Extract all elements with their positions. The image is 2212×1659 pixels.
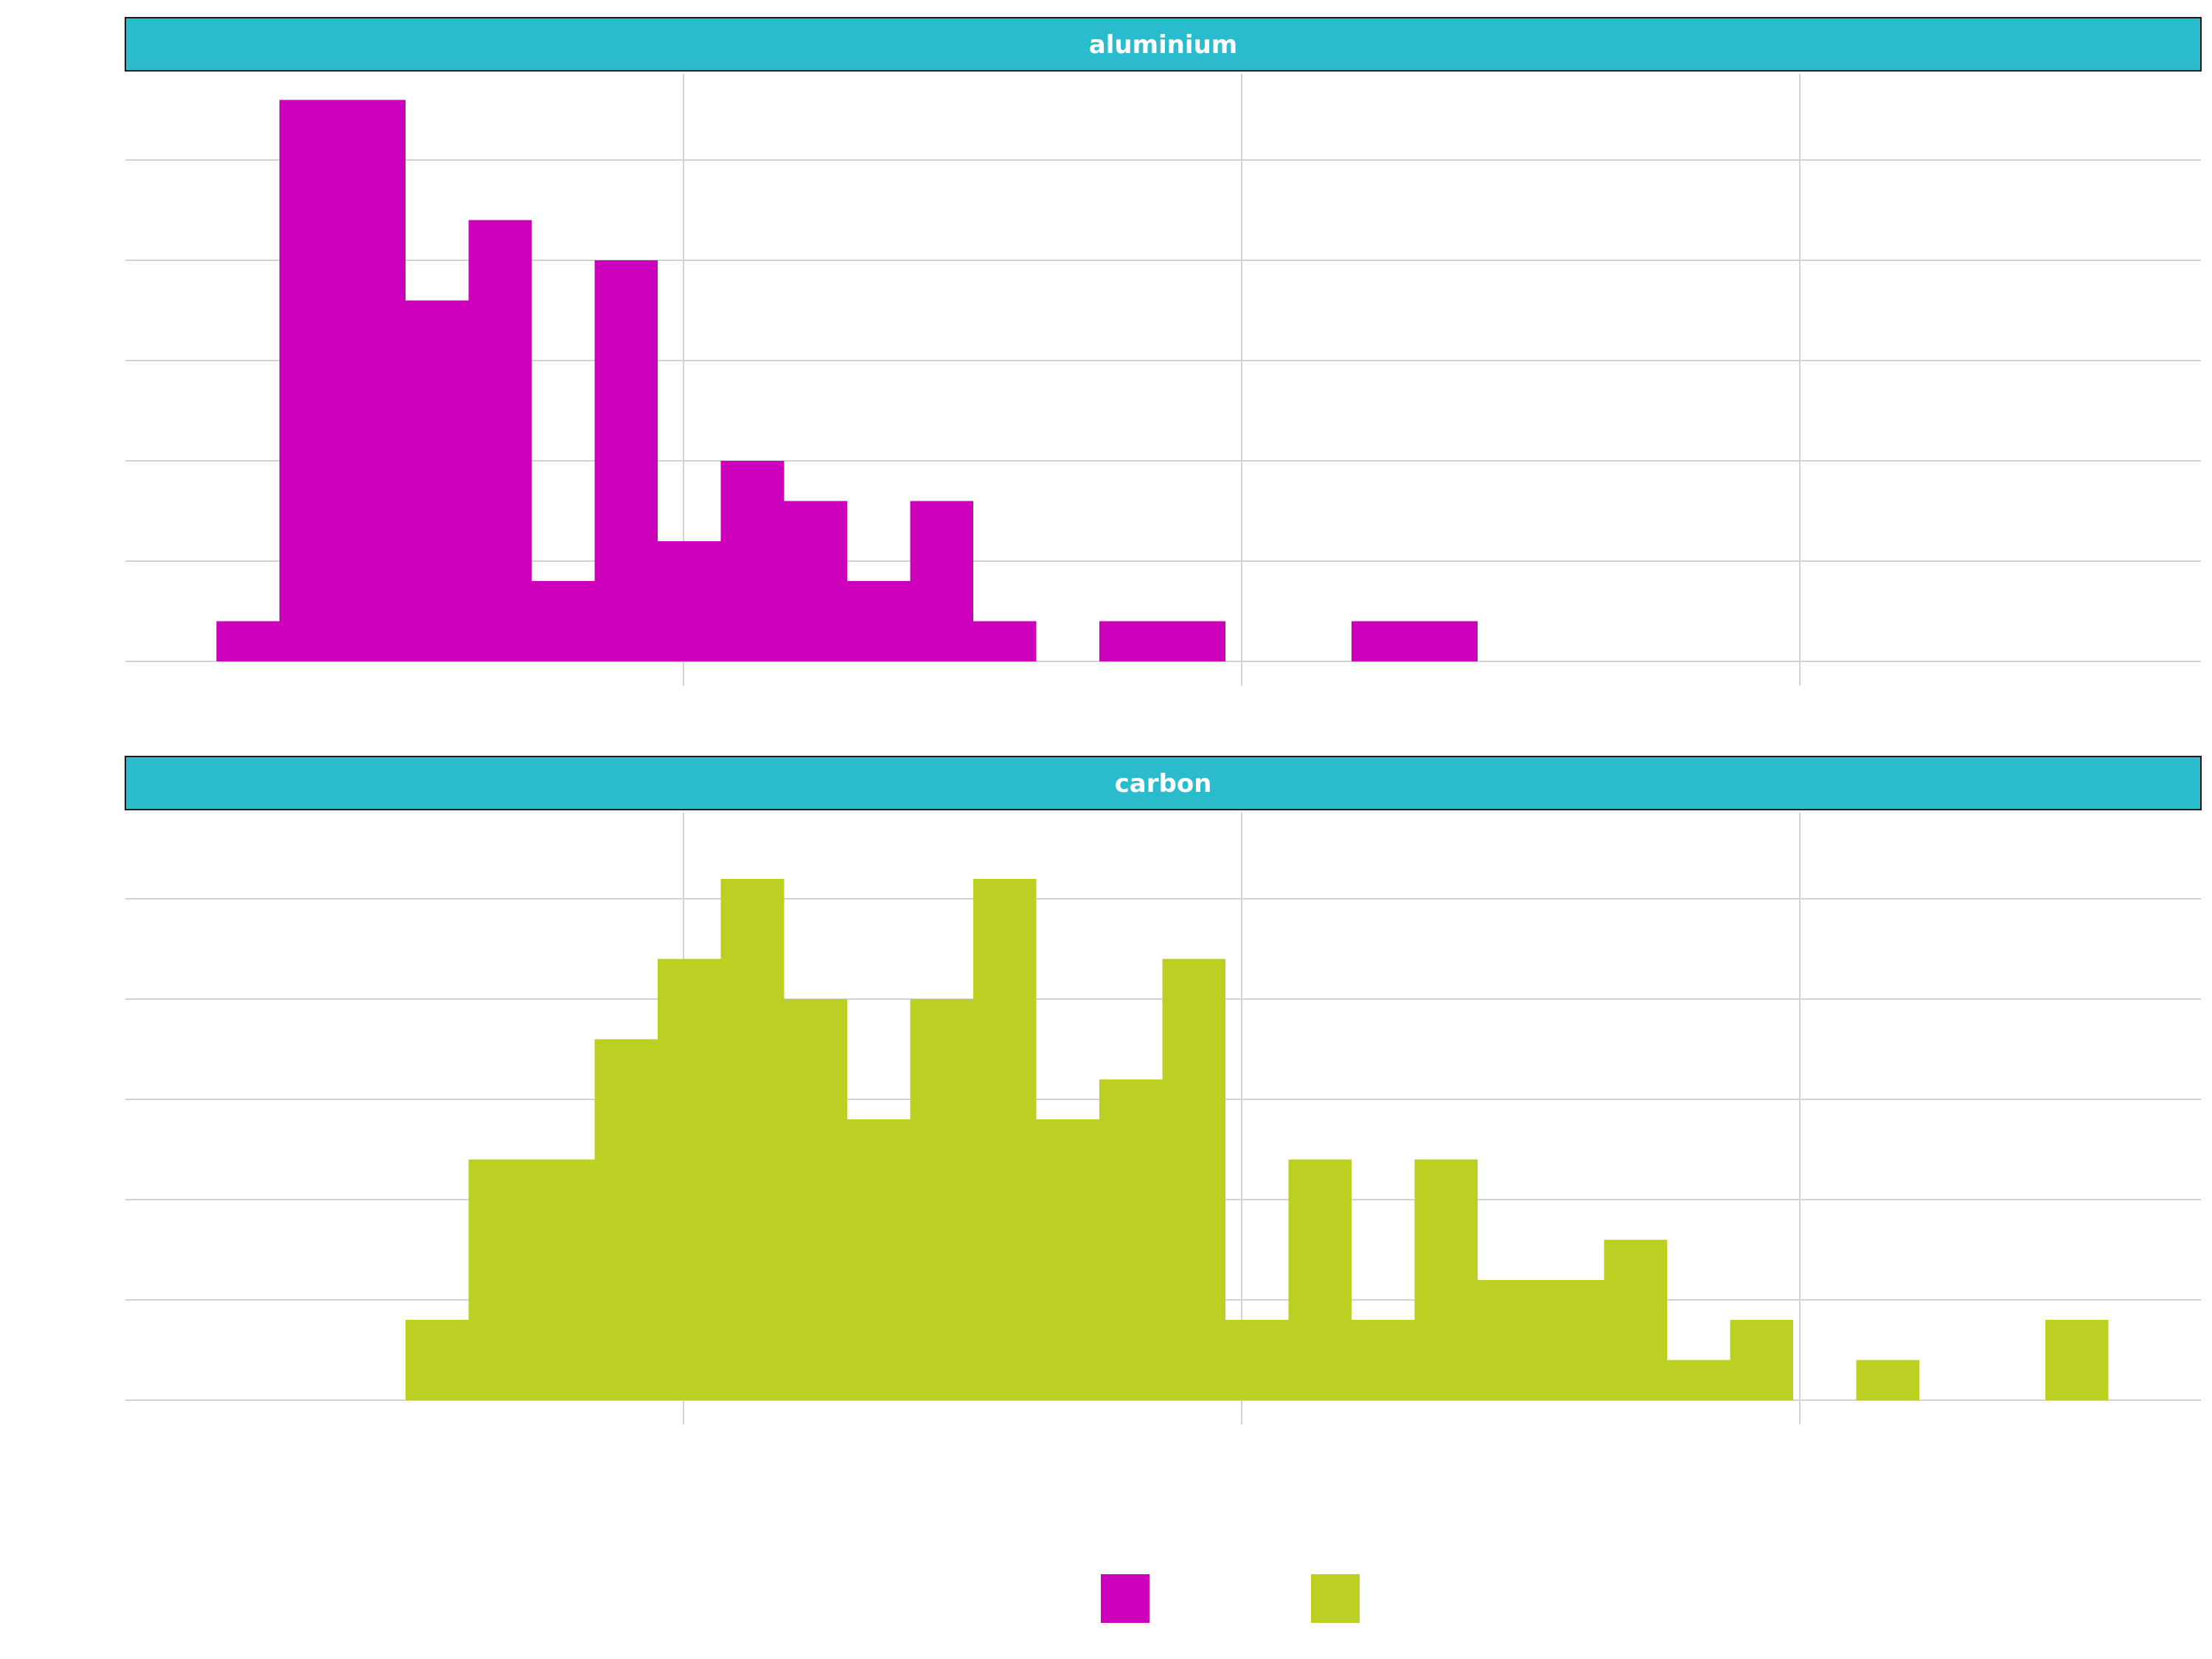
histogram-bar [973,878,1037,1400]
histogram-bar [1352,621,1478,661]
legend [1101,1574,1360,1623]
facet-strip [125,756,2202,810]
histogram-bar [216,621,279,661]
histogram-bar [846,1119,911,1400]
histogram-bar [1856,1360,1919,1400]
histogram-bar [1162,959,1226,1400]
histogram-bar [1478,1279,1604,1400]
histogram-bar [1288,1159,1352,1400]
histogram-bar [532,581,595,661]
histogram-bar [279,100,406,661]
histogram-bar [910,501,973,661]
histogram-bar [1099,1079,1163,1400]
histogram-bar [1099,621,1226,661]
facet-label: carbon [1115,769,1212,799]
facet-strip [125,17,2202,72]
legend-key [1311,1574,1360,1623]
histogram-bar [1604,1239,1667,1400]
histogram-bar [468,1159,595,1400]
histogram-bar [1414,1159,1478,1400]
histogram-bar [658,959,721,1400]
histogram-bar [658,540,721,661]
histogram-bar [406,1320,469,1400]
histogram-bar [720,461,785,661]
histogram-bar [973,621,1037,661]
histogram-bar [406,300,469,661]
facet-panel-carbon: carbon [125,756,2202,1425]
histogram-bar [846,581,911,661]
facets: aluminium carbon [125,17,2202,1425]
histogram-bar [1225,1320,1289,1400]
histogram-bar [594,260,658,661]
facet-label: aluminium [1089,30,1237,60]
histogram-bar [720,878,785,1400]
histogram-bar [1036,1119,1099,1400]
histogram-bar [468,220,532,662]
histogram-bar [1666,1360,1731,1400]
histogram-bar [784,999,847,1400]
histogram-bar [1730,1320,1793,1400]
facet-panel-aluminium: aluminium [125,17,2202,686]
histogram-bar [910,999,973,1400]
histogram-bar [2045,1320,2109,1400]
histogram-bar [594,1039,658,1400]
histogram-bar [784,501,847,661]
legend-key [1101,1574,1150,1623]
histogram-bar [1352,1320,1415,1400]
